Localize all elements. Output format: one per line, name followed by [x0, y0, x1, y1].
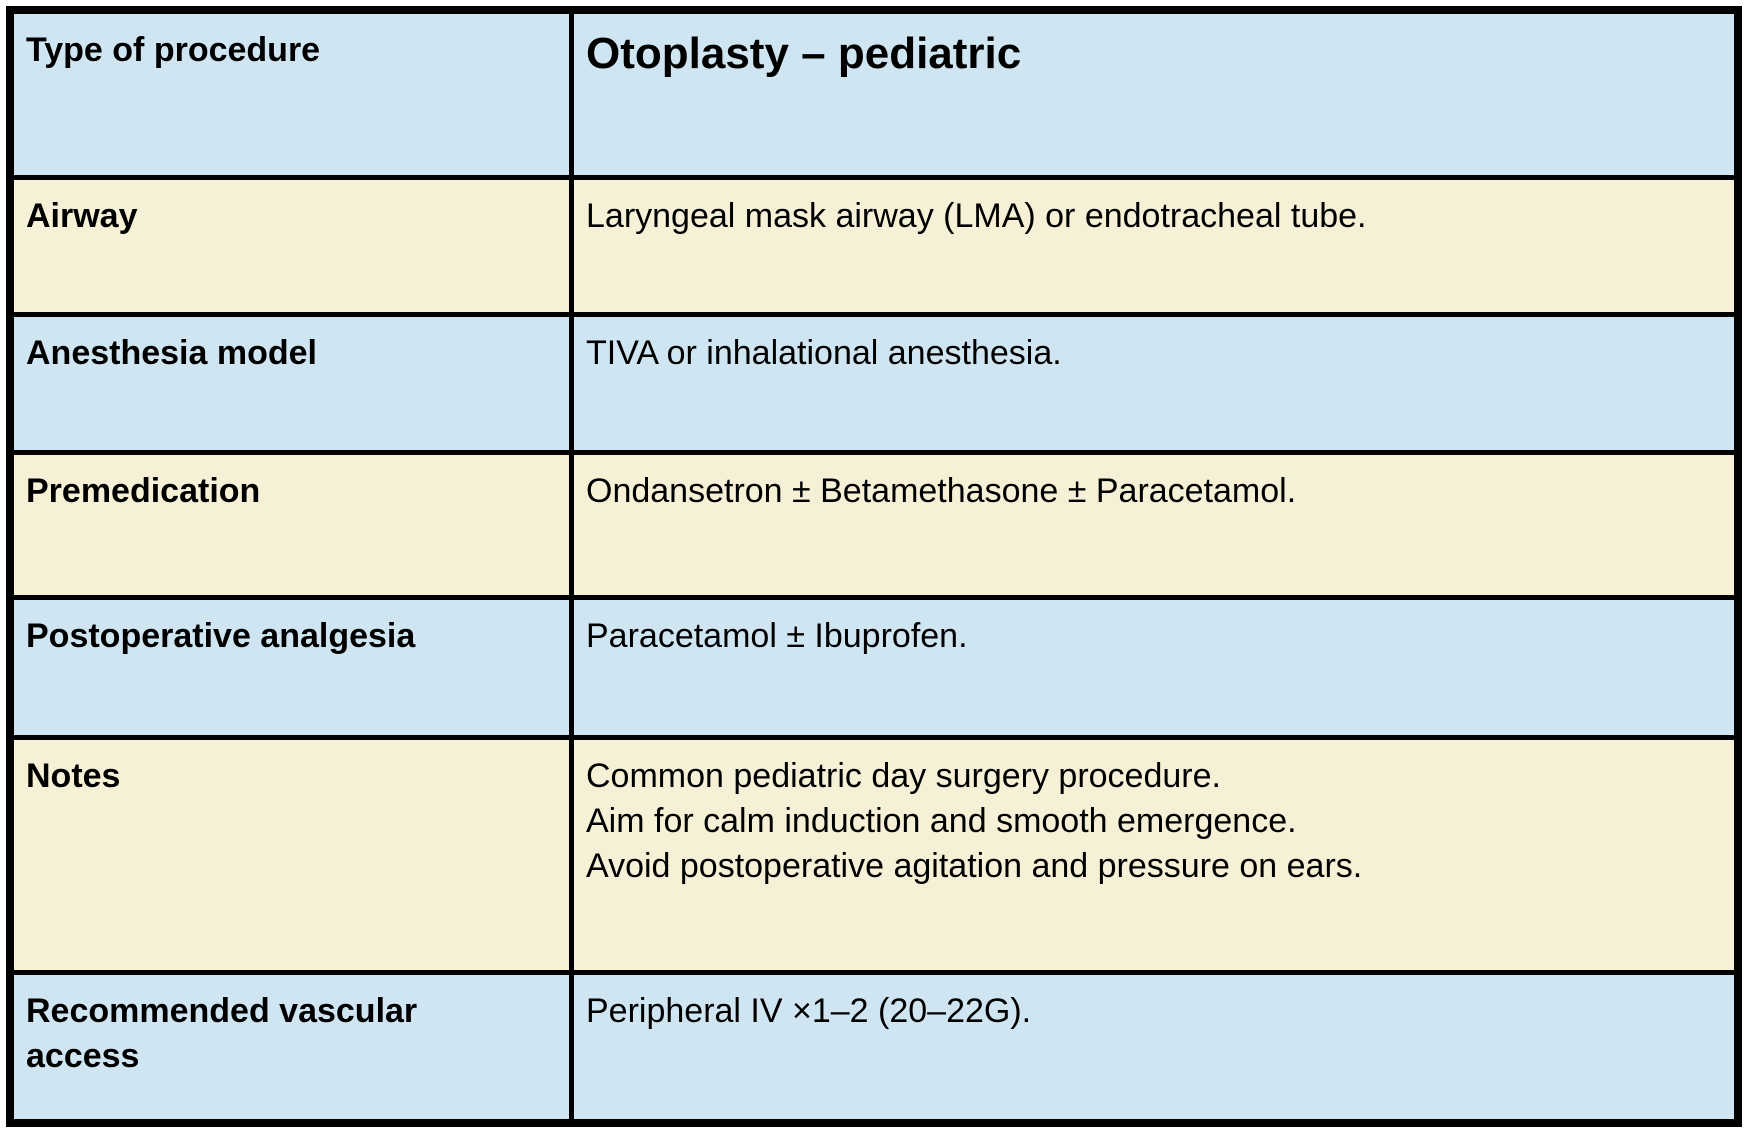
row-label-text: Premedication	[26, 472, 261, 510]
row-label-notes: Notes	[14, 740, 574, 970]
row-value-premedication: Ondansetron ± Betamethasone ± Paracetamo…	[586, 472, 1297, 510]
row-label-text: Airway	[26, 197, 138, 235]
row-label-postoperative-analgesia: Postoperative analgesia	[14, 600, 574, 735]
notes-line-2: Aim for calm induction and smooth emerge…	[586, 801, 1297, 840]
row-label-text: Postoperative analgesia	[26, 617, 416, 655]
procedure-title: Otoplasty – pediatric	[586, 29, 1022, 78]
table-row-vascular-access: Recommended vascular access Peripheral I…	[14, 970, 1734, 1119]
row-value-airway: Laryngeal mask airway (LMA) or endotrach…	[586, 197, 1367, 235]
row-value-notes: Common pediatric day surgery procedure. …	[574, 740, 1734, 970]
table-row-postoperative-analgesia: Postoperative analgesia Paracetamol ± Ib…	[14, 595, 1734, 735]
notes-line-3: Avoid postoperative agitation and pressu…	[586, 846, 1363, 885]
row-label-premedication: Premedication	[14, 455, 574, 595]
row-label-anesthesia-model: Anesthesia model	[14, 317, 574, 450]
table-row-notes: Notes Common pediatric day surgery proce…	[14, 735, 1734, 970]
row-label-text: Recommended vascular access	[26, 992, 418, 1075]
row-label-text: Anesthesia model	[26, 334, 317, 372]
row-label-type-of-procedure: Type of procedure	[14, 14, 574, 175]
row-label-airway: Airway	[14, 180, 574, 312]
row-label-text: Type of procedure	[26, 31, 321, 69]
row-label-text: Notes	[26, 757, 121, 795]
table-row-premedication: Premedication Ondansetron ± Betamethason…	[14, 450, 1734, 595]
row-value-anesthesia-model: TIVA or inhalational anesthesia.	[586, 334, 1062, 372]
table-row-anesthesia-model: Anesthesia model TIVA or inhalational an…	[14, 312, 1734, 450]
table-row-type-of-procedure: Type of procedure Otoplasty – pediatric	[14, 14, 1734, 175]
notes-line-1: Common pediatric day surgery procedure.	[586, 757, 1221, 795]
row-label-vascular-access: Recommended vascular access	[14, 975, 574, 1119]
table-row-airway: Airway Laryngeal mask airway (LMA) or en…	[14, 175, 1734, 312]
row-value-vascular-access: Peripheral IV ×1–2 (20–22G).	[586, 992, 1032, 1030]
row-value-postoperative-analgesia: Paracetamol ± Ibuprofen.	[586, 617, 968, 655]
procedure-table: Type of procedure Otoplasty – pediatric …	[6, 6, 1742, 1127]
